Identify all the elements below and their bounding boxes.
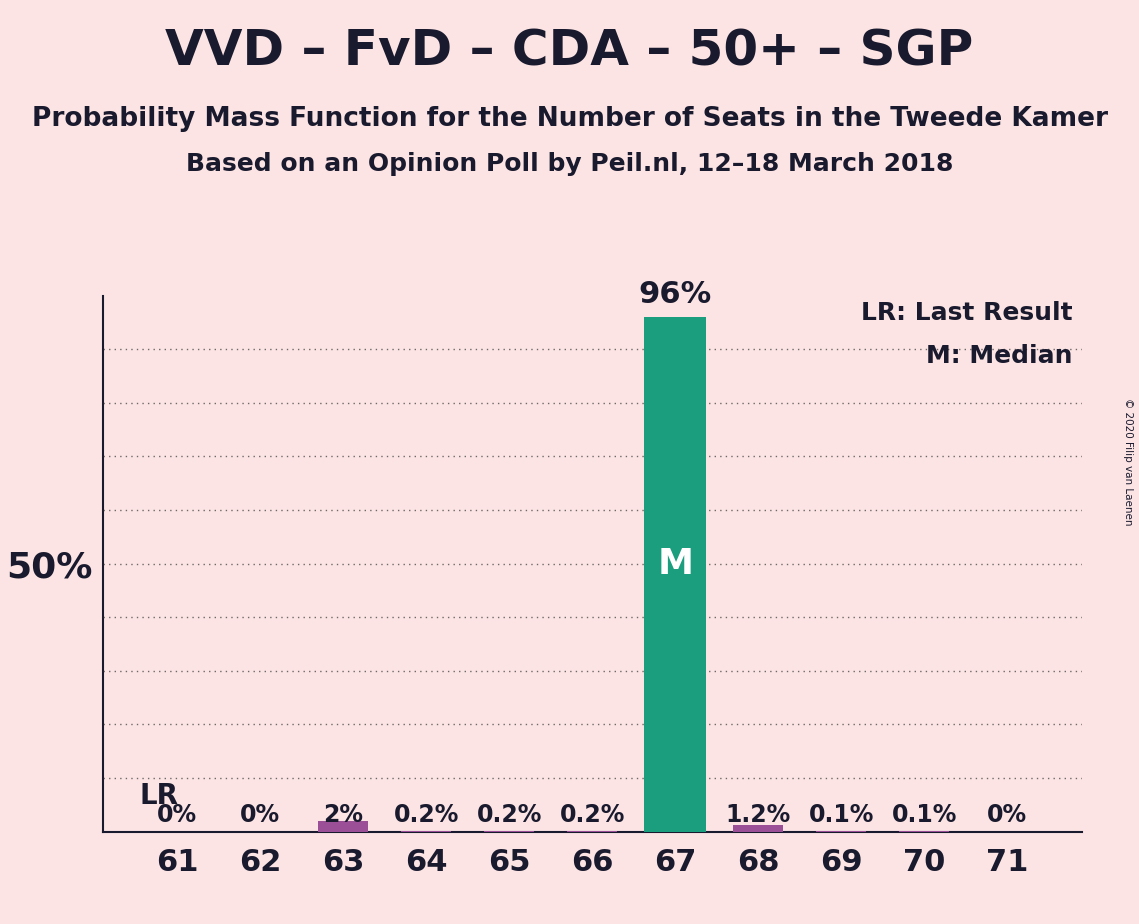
Text: Probability Mass Function for the Number of Seats in the Tweede Kamer: Probability Mass Function for the Number… [32,106,1107,132]
Text: 0.2%: 0.2% [476,803,542,827]
Text: 0%: 0% [988,803,1027,827]
Text: 1.2%: 1.2% [726,803,790,827]
Bar [401,831,451,832]
Text: 0.2%: 0.2% [559,803,625,827]
Text: 0.1%: 0.1% [892,803,957,827]
Text: 0%: 0% [240,803,280,827]
Text: LR: LR [140,783,179,810]
Bar [484,831,534,832]
Bar [567,831,617,832]
Text: Based on an Opinion Poll by Peil.nl, 12–18 March 2018: Based on an Opinion Poll by Peil.nl, 12–… [186,152,953,176]
Text: M: M [657,547,694,580]
Text: 0.1%: 0.1% [809,803,874,827]
Text: M: Median: M: Median [926,344,1072,368]
Text: LR: Last Result: LR: Last Result [861,301,1072,325]
Text: 0.2%: 0.2% [394,803,459,827]
Bar [318,821,368,832]
Bar [734,825,784,832]
Text: 96%: 96% [639,280,712,310]
Text: 2%: 2% [323,803,363,827]
Text: © 2020 Filip van Laenen: © 2020 Filip van Laenen [1123,398,1133,526]
Bar [645,317,706,832]
Text: VVD – FvD – CDA – 50+ – SGP: VVD – FvD – CDA – 50+ – SGP [165,28,974,76]
Text: 0%: 0% [157,803,197,827]
